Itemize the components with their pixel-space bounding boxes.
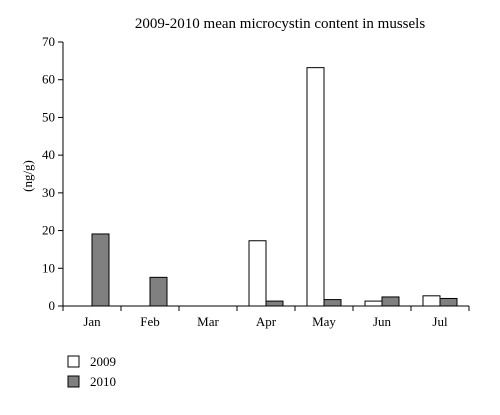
legend-label-2009: 2009 [90,354,116,369]
y-tick-label: 20 [42,223,55,238]
x-tick-label-mar: Mar [197,314,219,329]
bar-2009-apr [248,240,267,307]
bar-2010-jan [91,233,110,307]
x-tick-label-may: May [312,314,336,329]
legend: 2009 2010 [67,354,116,389]
legend-swatch-2009 [67,355,80,368]
y-tick-label: 30 [42,185,55,200]
bar-2009-jul [422,295,441,307]
x-tick-label-apr: Apr [256,314,277,329]
y-tick-label: 40 [42,147,55,162]
y-tick-label: 50 [42,109,55,124]
bar-2010-jul [439,297,458,307]
bar-2010-apr [265,300,284,307]
y-axis-label: (ng/g) [20,160,35,192]
bar-2009-jun [364,300,383,307]
y-tick-label: 0 [49,298,56,313]
plot-area: 0 10 20 30 40 50 60 70 Jan Feb Mar Apr May Jun Jul [42,34,470,329]
x-tick-label-jan: Jan [83,314,101,329]
bar-2010-may [323,299,342,307]
bar-2009-may [306,67,325,307]
chart-title: 2009-2010 mean microcystin content in mu… [135,16,426,32]
y-tick-label: 10 [42,260,55,275]
x-tick-label-jun: Jun [373,314,392,329]
bar-2010-jun [381,296,400,307]
bar-2010-feb [149,276,168,307]
x-tick-label-jul: Jul [432,314,448,329]
x-tick-label-feb: Feb [140,314,160,329]
y-tick-label: 60 [42,72,55,87]
y-tick-label: 70 [42,34,55,49]
legend-label-2010: 2010 [90,374,116,389]
legend-swatch-2010 [67,375,80,388]
